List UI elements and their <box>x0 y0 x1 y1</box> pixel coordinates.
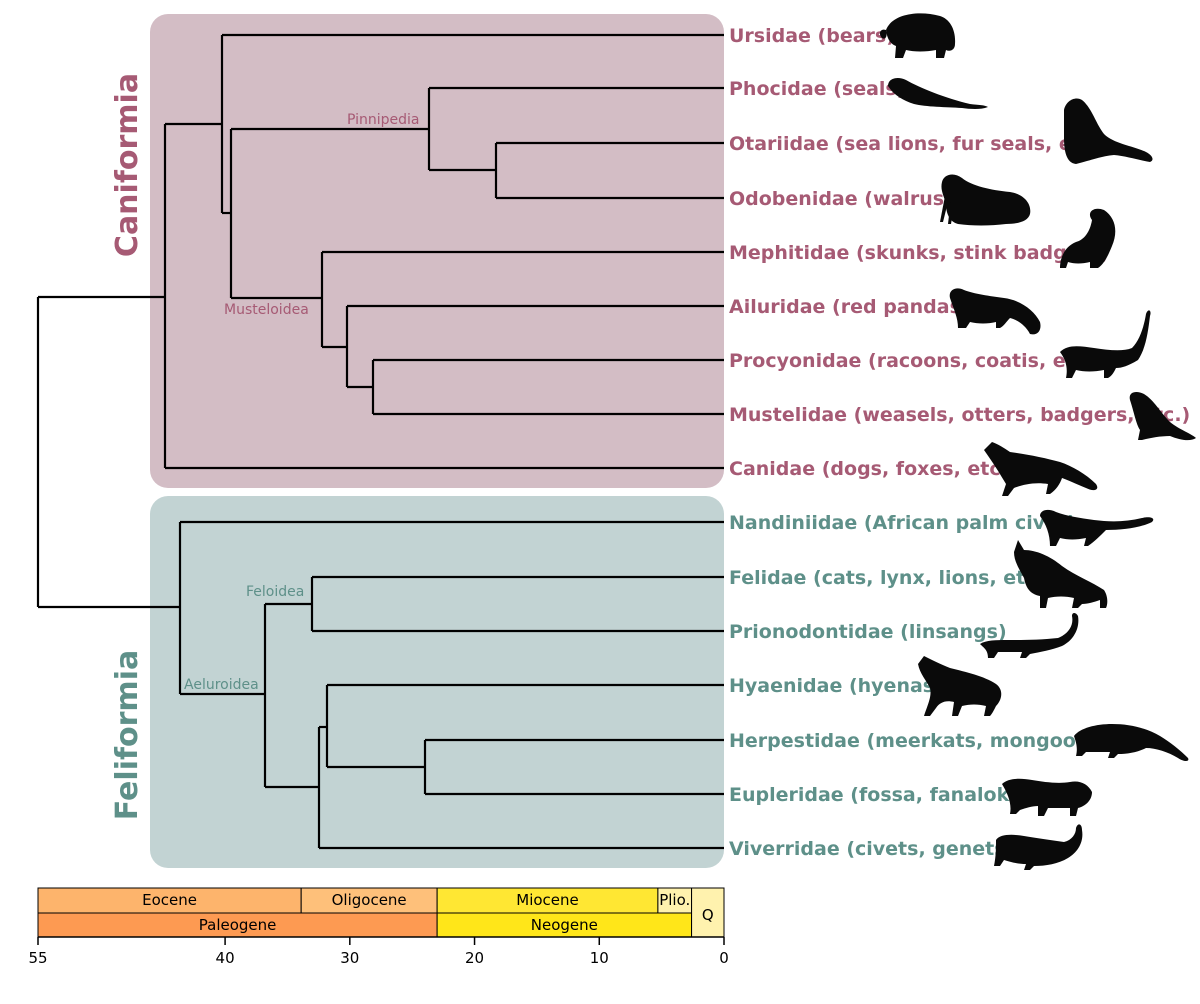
taxon-label-canidae: Canidae (dogs, foxes, etc.) <box>729 458 1017 480</box>
tree-branches <box>36 33 724 850</box>
time-tick-label-10: 10 <box>590 949 609 967</box>
time-tick-label-30: 30 <box>340 949 359 967</box>
taxon-label-otariidae: Otariidae (sea lions, fur seals, etc.) <box>729 133 1108 155</box>
epoch-q-label: Q <box>702 906 714 924</box>
epoch-miocene-label: Miocene <box>516 891 579 909</box>
bear-icon <box>879 13 956 58</box>
taxon-label-mustelidae: Mustelidae (weasels, otters, badgers, et… <box>729 404 1190 426</box>
epoch-q-bar <box>691 887 725 938</box>
period-neogene-label: Neogene <box>531 916 598 934</box>
taxon-label-viverridae: Viverridae (civets, genets) <box>729 838 1014 860</box>
genet-icon <box>994 824 1083 870</box>
hyena-icon <box>918 656 1002 716</box>
clade-label-musteloidea: Musteloidea <box>224 302 309 318</box>
taxon-label-ursidae: Ursidae (bears) <box>729 25 895 47</box>
sea-lion-icon <box>1064 98 1153 164</box>
taxon-label-felidae: Felidae (cats, lynx, lions, etc.) <box>729 567 1052 589</box>
feliformia-box <box>150 496 724 868</box>
epoch-miocene-bar <box>436 887 659 914</box>
epoch-plio-label: Plio. <box>659 891 690 909</box>
taxon-label-nandiniidae: Nandiniidae (African palm civet) <box>729 512 1076 534</box>
epoch-oligocene-label: Oligocene <box>332 891 407 909</box>
time-tick-label-20: 20 <box>465 949 484 967</box>
clade-label-pinnipedia: Pinnipedia <box>347 112 420 128</box>
taxon-label-mephitidae: Mephitidae (skunks, stink badgers) <box>729 242 1109 264</box>
fossa-icon <box>1002 778 1092 816</box>
epoch-plio-bar <box>657 887 693 914</box>
marten-icon <box>1129 392 1196 441</box>
seal-icon <box>888 78 988 109</box>
period-paleogene-label: Paleogene <box>199 916 277 934</box>
clade-label-feloidea: Feloidea <box>246 584 304 600</box>
lynx-icon <box>1014 540 1108 608</box>
silhouettes <box>879 13 1196 870</box>
geologic-timescale: Paleogene Neogene Eocene Oligocene Miocene Pl… <box>28 887 729 967</box>
taxon-label-eupleridae: Eupleridae (fossa, fanaloka) <box>729 784 1031 806</box>
taxon-label-phocidae: Phocidae (seals) <box>729 78 905 100</box>
epoch-eocene-label: Eocene <box>142 891 197 909</box>
linsang-icon <box>980 613 1079 658</box>
palm-civet-icon <box>1040 509 1154 546</box>
caniformia-label: Caniformia <box>110 73 145 257</box>
mongoose-icon <box>1074 724 1189 761</box>
time-tick-label-40: 40 <box>216 949 235 967</box>
taxon-label-prionodontidae: Prionodontidae (linsangs) <box>729 621 1007 643</box>
clade-label-aeluroidea: Aeluroidea <box>184 677 259 693</box>
taxon-label-odobenidae: Odobenidae (walrus) <box>729 188 953 210</box>
epoch-oligocene-bar <box>300 887 438 914</box>
red-panda-icon <box>949 288 1041 335</box>
taxon-labels: Ursidae (bears) Phocidae (seals) Otariid… <box>729 25 1190 860</box>
walrus-icon <box>940 174 1031 226</box>
taxon-label-ailuridae: Ailuridae (red pandas) <box>729 296 970 318</box>
skunk-icon <box>1060 208 1116 268</box>
coati-icon <box>1060 310 1151 378</box>
feliformia-label: Feliformia <box>110 650 145 820</box>
time-tick-label-0: 0 <box>719 949 729 967</box>
taxon-label-hyaenidae: Hyaenidae (hyenas) <box>729 675 943 697</box>
taxon-label-procyonidae: Procyonidae (racoons, coatis, etc.) <box>729 350 1102 372</box>
time-tick-label-55: 55 <box>28 949 47 967</box>
taxon-label-herpestidae: Herpestidae (meerkats, mongooses) <box>729 730 1120 752</box>
fox-icon <box>984 442 1098 496</box>
